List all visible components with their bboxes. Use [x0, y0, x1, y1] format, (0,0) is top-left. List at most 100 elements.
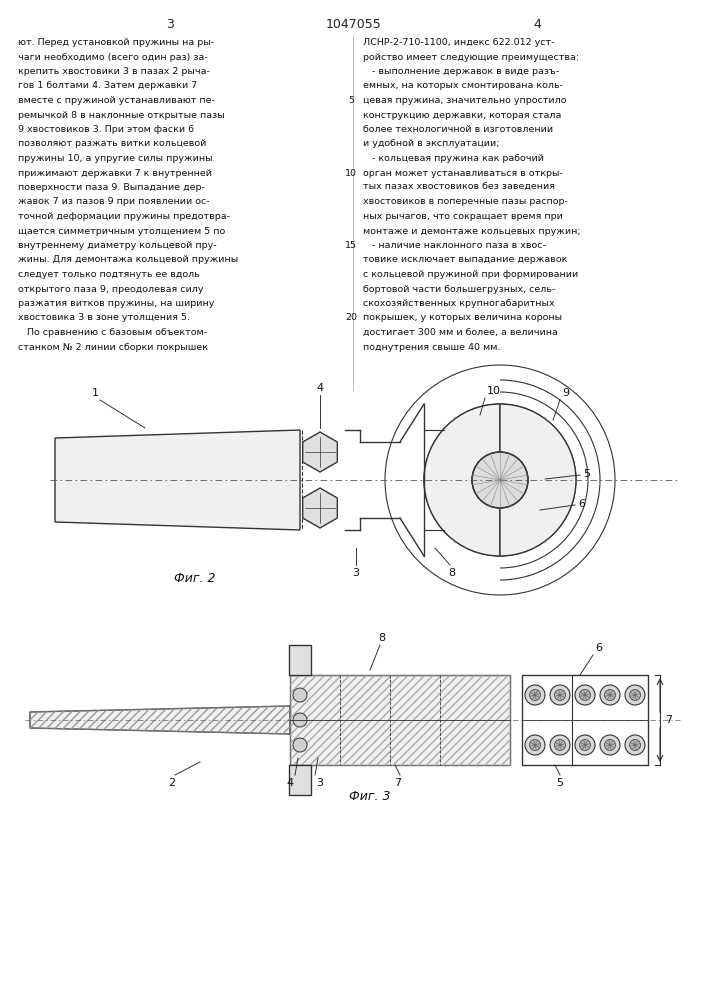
- Text: 3: 3: [317, 778, 324, 788]
- Text: монтаже и демонтаже кольцевых пружин;: монтаже и демонтаже кольцевых пружин;: [363, 227, 580, 235]
- Text: ют. Перед установкой пружины на ры-: ют. Перед установкой пружины на ры-: [18, 38, 214, 47]
- Text: 8: 8: [378, 633, 385, 643]
- Text: гов 1 болтами 4. Затем державки 7: гов 1 болтами 4. Затем державки 7: [18, 82, 197, 91]
- Text: хвостовика 3 в зоне утолщения 5.: хвостовика 3 в зоне утолщения 5.: [18, 314, 190, 322]
- Circle shape: [554, 740, 566, 750]
- Circle shape: [625, 735, 645, 755]
- Text: достигает 300 мм и более, а величина: достигает 300 мм и более, а величина: [363, 328, 558, 337]
- Polygon shape: [303, 488, 337, 528]
- Text: ных рычагов, что сокращает время при: ных рычагов, что сокращает время при: [363, 212, 563, 221]
- Text: 6: 6: [595, 643, 602, 653]
- Text: По сравнению с базовым объектом-: По сравнению с базовым объектом-: [18, 328, 207, 337]
- Text: следует только подтянуть ее вдоль: следует только подтянуть ее вдоль: [18, 270, 200, 279]
- Circle shape: [293, 688, 307, 702]
- Text: цевая пружина, значительно упростило: цевая пружина, значительно упростило: [363, 96, 566, 105]
- Text: 6: 6: [578, 499, 585, 509]
- Text: хвостовиков в поперечные пазы распор-: хвостовиков в поперечные пазы распор-: [363, 198, 568, 207]
- Text: поднутрения свыше 40 мм.: поднутрения свыше 40 мм.: [363, 342, 501, 352]
- Text: поверхности паза 9. Выпадание дер-: поверхности паза 9. Выпадание дер-: [18, 183, 205, 192]
- Text: емных, на которых смонтирована коль-: емных, на которых смонтирована коль-: [363, 82, 563, 91]
- Text: бортовой части большегрузных, сель-: бортовой части большегрузных, сель-: [363, 284, 556, 294]
- Text: ЛСНР-2-710-1100, индекс 622.012 уст-: ЛСНР-2-710-1100, индекс 622.012 уст-: [363, 38, 554, 47]
- Text: вместе с пружиной устанавливают пе-: вместе с пружиной устанавливают пе-: [18, 96, 215, 105]
- Bar: [289, 645, 311, 675]
- Circle shape: [580, 690, 590, 700]
- Text: более технологичной в изготовлении: более технологичной в изготовлении: [363, 125, 553, 134]
- Text: 3: 3: [166, 18, 174, 31]
- Text: 9: 9: [562, 388, 569, 398]
- Text: орган может устанавливаться в откры-: орган может устанавливаться в откры-: [363, 168, 563, 178]
- Circle shape: [575, 685, 595, 705]
- Text: 1047055: 1047055: [326, 18, 381, 31]
- Circle shape: [600, 685, 620, 705]
- Circle shape: [575, 735, 595, 755]
- Bar: [290, 675, 510, 765]
- Bar: [522, 675, 648, 765]
- Text: крепить хвостовики 3 в пазах 2 рыча-: крепить хвостовики 3 в пазах 2 рыча-: [18, 67, 210, 76]
- Text: 8: 8: [448, 568, 455, 578]
- Text: Фиг. 2: Фиг. 2: [174, 572, 216, 585]
- Text: 10: 10: [487, 386, 501, 396]
- Text: щается симметричным утолщением 5 по: щается симметричным утолщением 5 по: [18, 227, 226, 235]
- Text: - выполнение державок в виде разъ-: - выполнение державок в виде разъ-: [363, 67, 559, 76]
- Text: 5: 5: [556, 778, 563, 788]
- Text: 3: 3: [353, 568, 359, 578]
- Text: товике исключает выпадание державок: товике исключает выпадание державок: [363, 255, 568, 264]
- Text: 4: 4: [317, 383, 324, 393]
- Text: 5: 5: [348, 96, 354, 105]
- Text: разжатия витков пружины, на ширину: разжатия витков пружины, на ширину: [18, 299, 214, 308]
- Circle shape: [554, 690, 566, 700]
- Polygon shape: [303, 432, 337, 472]
- Text: жины. Для демонтажа кольцевой пружины: жины. Для демонтажа кольцевой пружины: [18, 255, 238, 264]
- Circle shape: [600, 735, 620, 755]
- Circle shape: [525, 735, 545, 755]
- Text: 4: 4: [533, 18, 541, 31]
- Text: покрышек, у которых величина короны: покрышек, у которых величина короны: [363, 314, 562, 322]
- Circle shape: [550, 735, 570, 755]
- Text: - наличие наклонного паза в хвос-: - наличие наклонного паза в хвос-: [363, 241, 546, 250]
- Text: Фиг. 3: Фиг. 3: [349, 790, 391, 803]
- Text: 1: 1: [91, 388, 98, 398]
- Text: - кольцевая пружина как рабочий: - кольцевая пружина как рабочий: [363, 154, 544, 163]
- Text: 20: 20: [345, 314, 357, 322]
- Text: 7: 7: [395, 778, 402, 788]
- Polygon shape: [55, 430, 300, 530]
- Circle shape: [472, 452, 528, 508]
- Circle shape: [625, 685, 645, 705]
- Text: открытого паза 9, преодолевая силу: открытого паза 9, преодолевая силу: [18, 284, 204, 294]
- Text: 15: 15: [345, 241, 357, 250]
- Text: 7: 7: [665, 715, 672, 725]
- Text: прижимают державки 7 к внутренней: прижимают державки 7 к внутренней: [18, 168, 212, 178]
- Text: станком № 2 линии сборки покрышек: станком № 2 линии сборки покрышек: [18, 342, 208, 352]
- Text: позволяют разжать витки кольцевой: позволяют разжать витки кольцевой: [18, 139, 206, 148]
- Text: пружины 10, а упругие силы пружины: пружины 10, а упругие силы пружины: [18, 154, 213, 163]
- Circle shape: [293, 713, 307, 727]
- Text: конструкцию державки, которая стала: конструкцию державки, которая стала: [363, 110, 561, 119]
- Text: ремычкой 8 в наклонные открытые пазы: ремычкой 8 в наклонные открытые пазы: [18, 110, 225, 119]
- Circle shape: [604, 690, 616, 700]
- Circle shape: [530, 690, 540, 700]
- Circle shape: [604, 740, 616, 750]
- Text: 5: 5: [583, 469, 590, 479]
- Bar: [290, 675, 510, 765]
- Circle shape: [293, 738, 307, 752]
- Text: жавок 7 из пазов 9 при появлении ос-: жавок 7 из пазов 9 при появлении ос-: [18, 198, 209, 207]
- Text: чаги необходимо (всего один раз) за-: чаги необходимо (всего один раз) за-: [18, 52, 208, 62]
- Circle shape: [580, 740, 590, 750]
- Text: 2: 2: [168, 778, 175, 788]
- Text: скохозяйственных крупногабаритных: скохозяйственных крупногабаритных: [363, 299, 554, 308]
- Text: внутреннему диаметру кольцевой пру-: внутреннему диаметру кольцевой пру-: [18, 241, 216, 250]
- Text: точной деформации пружины предотвра-: точной деформации пружины предотвра-: [18, 212, 230, 221]
- Bar: [289, 765, 311, 795]
- Text: 4: 4: [286, 778, 293, 788]
- Wedge shape: [424, 404, 500, 556]
- Text: тых пазах хвостовиков без заведения: тых пазах хвостовиков без заведения: [363, 183, 555, 192]
- Circle shape: [550, 685, 570, 705]
- Text: и удобной в эксплуатации;: и удобной в эксплуатации;: [363, 139, 500, 148]
- Text: с кольцевой пружиной при формировании: с кольцевой пружиной при формировании: [363, 270, 578, 279]
- Circle shape: [530, 740, 540, 750]
- Polygon shape: [30, 706, 290, 734]
- Wedge shape: [500, 404, 576, 556]
- Circle shape: [525, 685, 545, 705]
- Circle shape: [629, 690, 641, 700]
